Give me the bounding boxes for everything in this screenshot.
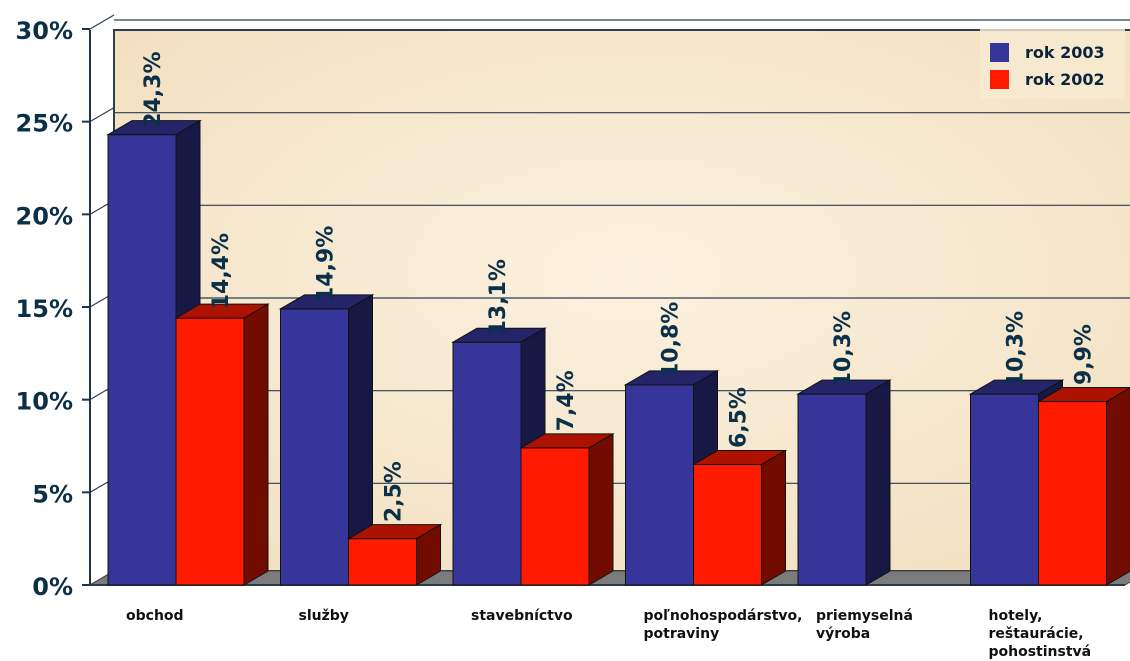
- bar-front: [797, 393, 867, 586]
- x-tick-label-line: potraviny: [644, 626, 720, 642]
- data-label-series-1: 24,3%: [141, 51, 166, 127]
- bar-series-2: [346, 523, 443, 586]
- legend: rok 2003 rok 2002: [980, 29, 1125, 99]
- bar-front: [693, 464, 762, 586]
- data-label-series-2: 14,4%: [209, 233, 234, 309]
- y-tick-label: 5%: [32, 480, 73, 508]
- bar-series-2: [519, 432, 615, 586]
- bar-top: [1036, 387, 1130, 403]
- bar-side: [416, 523, 441, 586]
- y-tick-label: 15%: [16, 295, 73, 323]
- x-tick-label-line: pohostinstvá: [989, 644, 1092, 660]
- x-tick-label: poľnohospodárstvo, potraviny: [644, 608, 803, 642]
- bar-front: [280, 308, 349, 586]
- x-tick-label-line: priemyselná: [816, 608, 913, 624]
- data-label-series-1: 10,3%: [831, 311, 856, 387]
- legend-label-series-2: rok 2002: [1025, 70, 1105, 89]
- bar-series-1: [796, 379, 892, 586]
- chart-layer: 0% 5% 10% 15% 20% 25% 30% obchod služby stavebníc…: [16, 14, 1130, 660]
- data-label-series-1: 14,9%: [314, 226, 339, 302]
- legend-swatch-series-1: [990, 43, 1009, 62]
- bar-series-2: [174, 303, 270, 586]
- bar-side: [761, 449, 786, 586]
- data-label-series-1: 10,3%: [1004, 311, 1029, 387]
- bar-side: [865, 379, 891, 586]
- bar-front: [107, 134, 177, 586]
- x-tick-label-line: služby: [299, 608, 349, 624]
- x-tick-label: obchod: [126, 608, 184, 624]
- x-tick-label-line: výroba: [816, 626, 870, 642]
- x-tick-label-line: obchod: [126, 608, 184, 624]
- y-tick-label: 20%: [16, 202, 73, 230]
- bar-front: [348, 538, 417, 586]
- x-tick-label-line: poľnohospodárstvo,: [644, 608, 803, 624]
- gridline-depth: [89, 107, 115, 123]
- y-tick-label: 25%: [16, 110, 73, 138]
- bar-side: [243, 303, 269, 586]
- bar-front: [175, 317, 245, 586]
- bar-front: [520, 447, 590, 586]
- legend-item: rok 2002: [990, 66, 1125, 93]
- bar-side: [588, 432, 614, 586]
- data-label-series-1: 10,8%: [659, 302, 684, 378]
- data-label-series-2: 2,5%: [382, 461, 407, 522]
- bar-series-1: [278, 293, 375, 586]
- bar-front: [625, 384, 694, 586]
- bar-series-2: [1036, 387, 1130, 586]
- legend-label-series-1: rok 2003: [1025, 43, 1105, 62]
- bar-front: [452, 341, 522, 586]
- x-tick-label: stavebníctvo: [471, 608, 573, 624]
- x-tick-label-line: stavebníctvo: [471, 608, 573, 624]
- bar-series-2: [691, 449, 788, 586]
- x-tick-label-line: hotely,: [989, 608, 1043, 624]
- x-tick-label-line: reštaurácie,: [989, 626, 1084, 642]
- data-label-series-2: 7,4%: [554, 370, 579, 431]
- y-tick-label: 0%: [32, 573, 73, 601]
- legend-item: rok 2003: [990, 39, 1125, 66]
- x-tick-label: hotely, reštaurácie, pohostinstvá: [989, 608, 1092, 660]
- bar-front: [1038, 401, 1107, 586]
- data-label-series-1: 13,1%: [486, 259, 511, 335]
- data-label-layer: 24,3% 14,4% 14,9% 2,5% 13,1% 7,4% 10,8% 6,5% 10,…: [141, 51, 1097, 522]
- bar-front: [970, 393, 1039, 586]
- data-label-series-2: 6,5%: [727, 387, 752, 448]
- data-label-series-2: 9,9%: [1072, 324, 1097, 385]
- y-tick-label: 30%: [16, 17, 73, 45]
- gridline-depth: [89, 14, 115, 30]
- bar-series-1: [106, 119, 202, 586]
- x-tick-label: priemyselná výroba: [816, 608, 913, 642]
- bar-side: [1106, 387, 1130, 586]
- y-tick-label: 10%: [16, 388, 73, 416]
- x-tick-label: služby: [299, 608, 349, 624]
- legend-swatch-series-2: [990, 70, 1009, 89]
